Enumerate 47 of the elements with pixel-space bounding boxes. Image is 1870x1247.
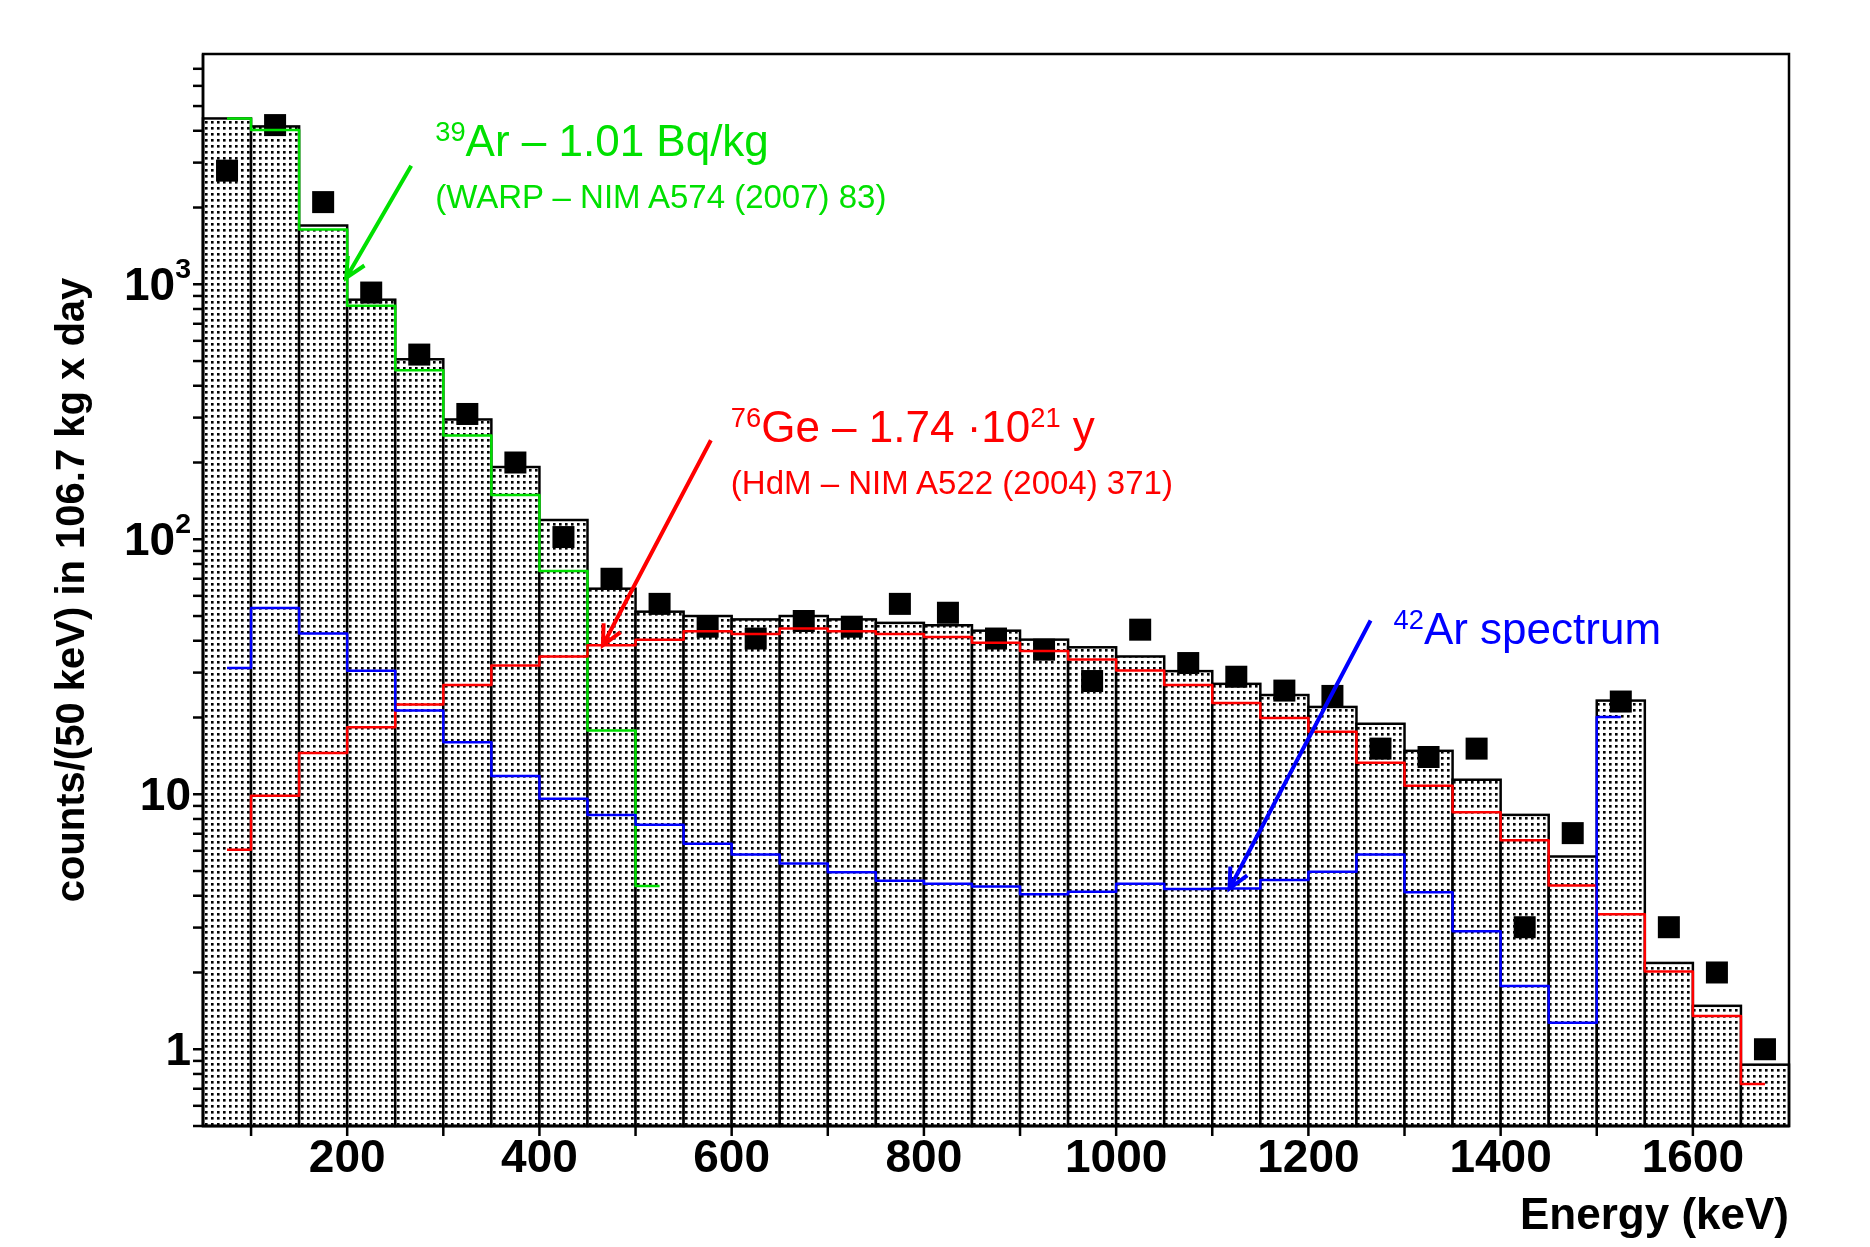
- point: [1081, 670, 1104, 693]
- point: [1465, 737, 1488, 760]
- point: [1417, 745, 1440, 768]
- x-tick-label: 1600: [1641, 1129, 1745, 1182]
- point: [504, 451, 527, 474]
- point: [1033, 638, 1056, 661]
- point: [648, 592, 671, 615]
- x-tick-label: 1000: [1064, 1129, 1168, 1182]
- annotation: $^{42}$Ar spectrum: [1393, 603, 1662, 654]
- point: [1225, 665, 1248, 688]
- point: [744, 627, 767, 650]
- point: [840, 615, 863, 638]
- point: [456, 402, 479, 425]
- y-tick-label: 10: [139, 768, 191, 821]
- point: [1369, 737, 1392, 760]
- x-tick-label: 400: [501, 1129, 578, 1182]
- point: [1273, 679, 1296, 702]
- y-axis-title: counts/(50 keV) in 106.7 kg x day: [48, 276, 93, 903]
- y-tick-label: 10$^{2}$: [123, 507, 191, 566]
- point: [1129, 618, 1152, 641]
- point: [696, 615, 719, 638]
- point: [888, 592, 911, 615]
- y-tick-label: 10$^{3}$: [123, 252, 191, 311]
- x-axis-title: Energy (keV): [1520, 1189, 1789, 1238]
- point: [1609, 690, 1632, 713]
- y-tick-label: 1: [165, 1023, 191, 1076]
- point: [600, 567, 623, 590]
- annotation: $^{39}$Ar – 1.01 Bq/kg (WARP – NIM A574 (2007) 83): [435, 115, 887, 215]
- x-tick-label: 200: [308, 1129, 386, 1182]
- point: [552, 526, 575, 549]
- point: [1657, 916, 1680, 939]
- point: [408, 343, 431, 366]
- point: [936, 601, 959, 624]
- point: [1561, 822, 1584, 845]
- x-tick-label: 800: [885, 1129, 963, 1182]
- point: [1177, 652, 1200, 675]
- point: [216, 159, 239, 182]
- point: [360, 281, 383, 304]
- x-tick-label: 1200: [1257, 1129, 1360, 1182]
- point: [264, 114, 287, 137]
- point: [312, 191, 335, 214]
- point: [1513, 916, 1536, 939]
- x-tick-label: 1400: [1449, 1129, 1552, 1182]
- x-tick-label: 600: [693, 1129, 771, 1182]
- annotation: $^{76}$Ge – 1.74 ·10$^{21}$ y (HdM – NIM A522 (2004) 371): [730, 401, 1173, 502]
- point: [1753, 1038, 1776, 1061]
- point: [1705, 961, 1728, 984]
